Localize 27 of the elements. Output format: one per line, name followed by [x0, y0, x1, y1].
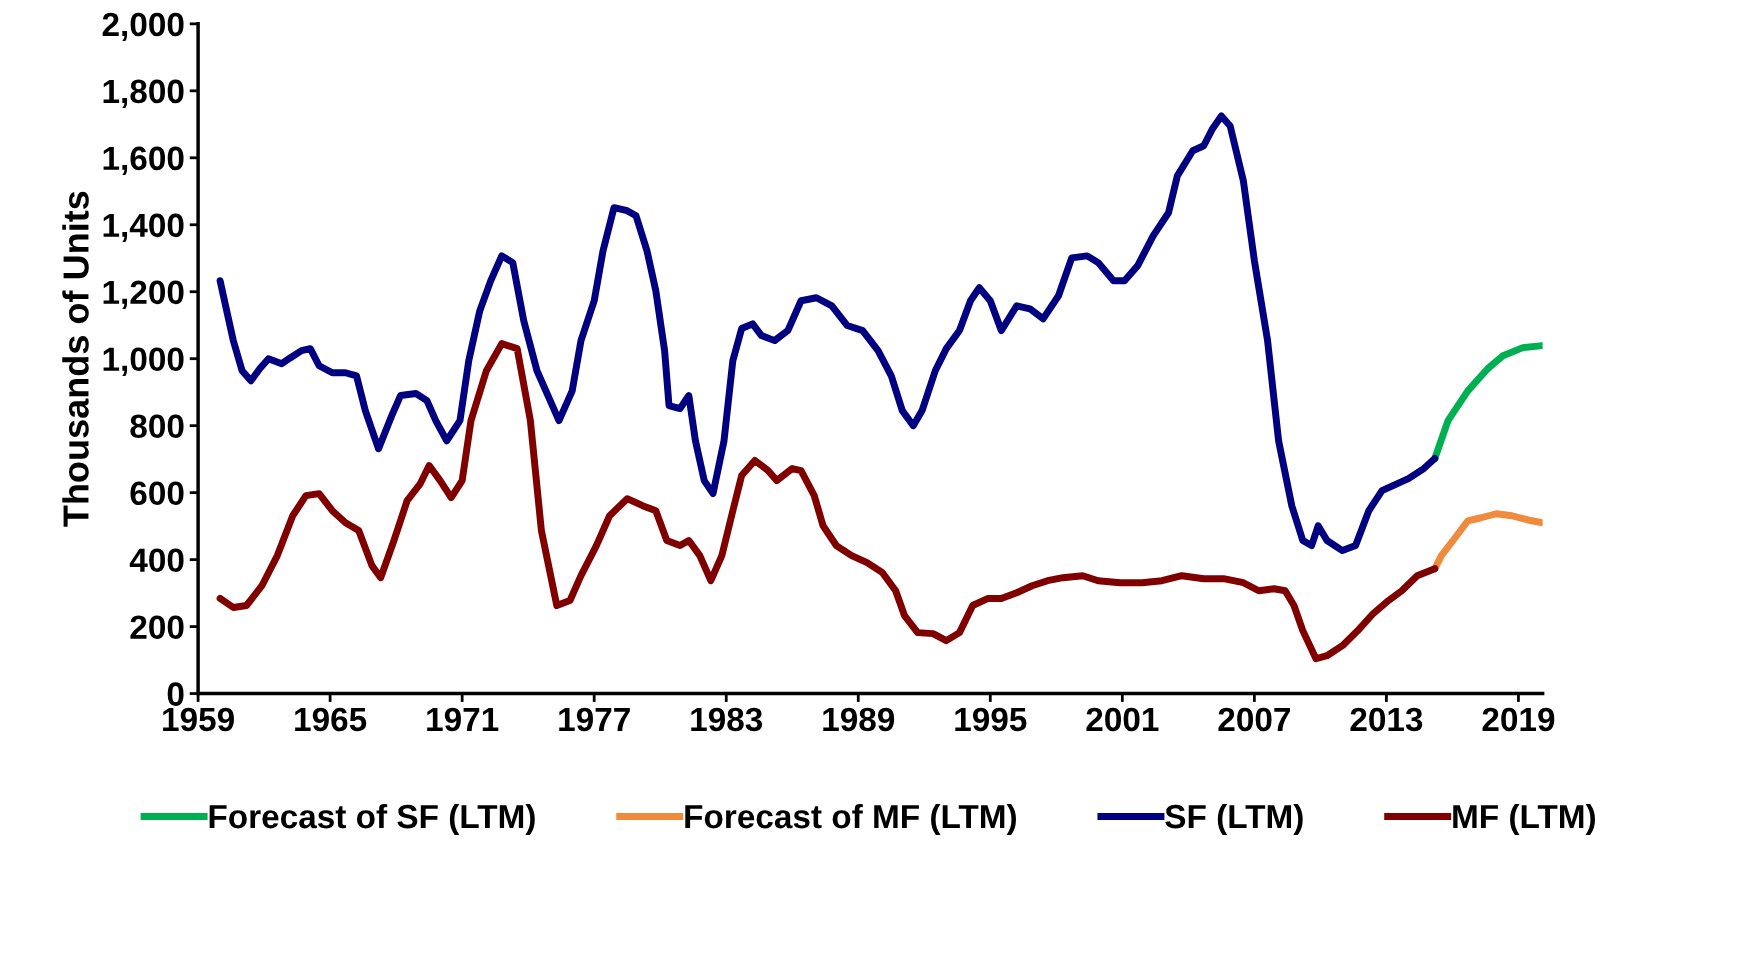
y-axis-title: Thousands of Units	[62, 191, 89, 527]
legend-label: Forecast of MF (LTM)	[685, 803, 1016, 835]
x-tick-label: 1983	[691, 707, 763, 732]
x-tick-label: 1977	[559, 707, 630, 732]
y-tick-label: 200	[130, 615, 184, 639]
legend-label: SF (LTM)	[1165, 803, 1303, 835]
x-tick-label: 2019	[1482, 707, 1555, 732]
legend-label: Forecast of SF (LTM)	[209, 803, 535, 835]
x-tick-label: 2001	[1086, 707, 1159, 732]
y-tick-label: 0	[167, 682, 184, 706]
x-tick-label: 2007	[1218, 707, 1290, 732]
y-tick-label: 2,000	[102, 12, 184, 42]
x-tick-label: 1965	[295, 707, 367, 732]
x-tick-label: 1959	[163, 707, 234, 732]
y-tick-label: 400	[129, 548, 184, 573]
x-tick-label: 1971	[427, 707, 499, 732]
y-tick-label: 800	[130, 414, 184, 439]
y-tick-label: 1,600	[103, 146, 184, 176]
y-tick-label: 1,800	[103, 79, 184, 109]
x-tick-label: 1989	[823, 707, 895, 732]
y-tick-label: 600	[130, 481, 184, 506]
x-tick-label: 2013	[1350, 707, 1423, 732]
x-tick-label: 1995	[955, 707, 1027, 732]
y-tick-label: 1,200	[103, 280, 184, 309]
y-tick-label: 1,400	[103, 213, 184, 242]
legend-label: MF (LTM)	[1453, 803, 1595, 835]
y-tick-label: 1,000	[103, 347, 184, 376]
